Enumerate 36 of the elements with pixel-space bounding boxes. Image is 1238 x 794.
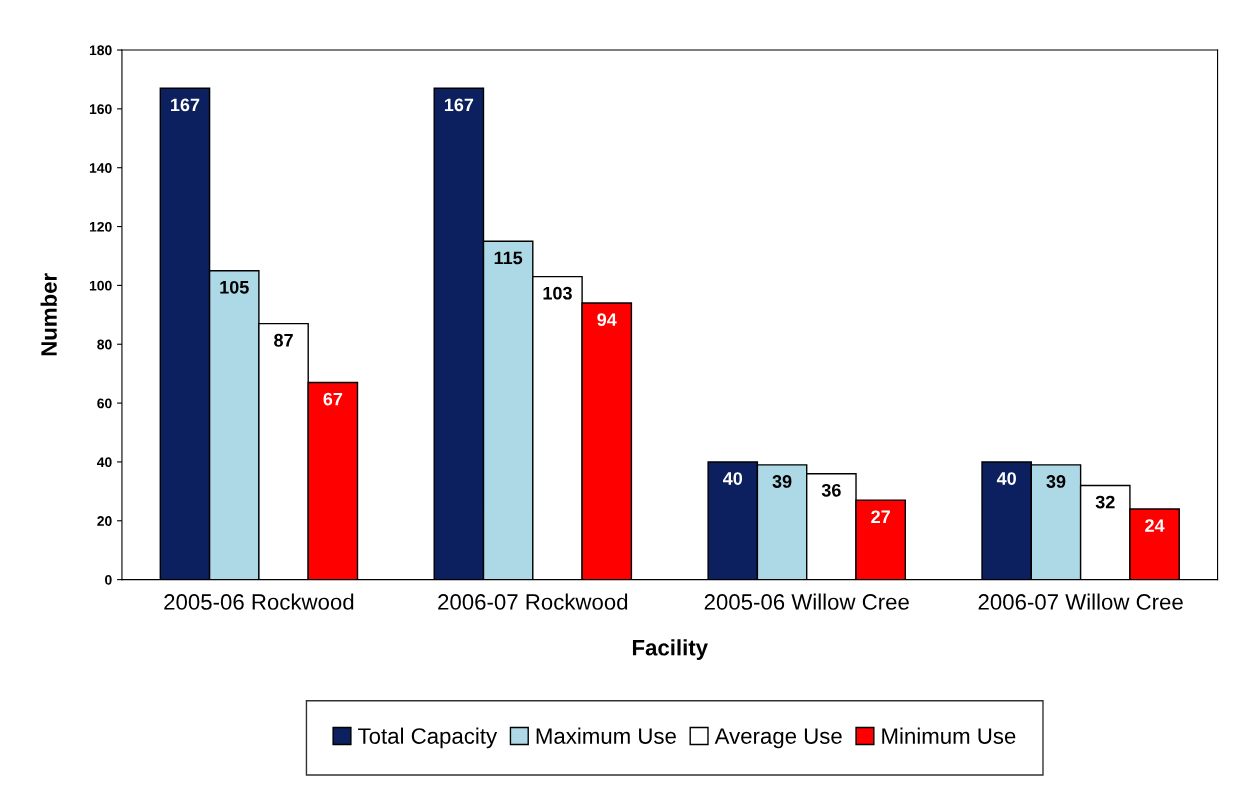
data-label: 167 [171,98,200,112]
y-tick-label: 140 [89,163,112,173]
y-tick-label: 80 [97,339,112,350]
data-label: 40 [996,472,1016,485]
x-tick-label: 2005-06 Willow Cree [704,593,909,610]
y-tick-label: 100 [89,280,112,291]
data-label: 115 [494,251,523,265]
y-tick-label: 0 [105,574,112,585]
data-label: 167 [444,98,474,112]
y-tick-label: 40 [96,457,112,468]
legend-label: Maximum Use [536,727,676,744]
legend-label: Total Capacity [358,727,498,749]
y-tick-label: 120 [89,221,112,232]
data-label: 40 [722,472,743,485]
x-tick-label: 2005-06 Rockwood [164,593,354,610]
legend-label: Average Use [714,728,842,749]
data-label: 67 [323,392,343,406]
y-tick-label: 180 [89,45,112,56]
x-tick-label: 2006-07 Rockwood [438,593,628,610]
y-tick-label: 20 [97,516,112,526]
data-label: 39 [1046,475,1066,488]
data-label: 105 [220,280,249,294]
data-label: 24 [1145,519,1165,532]
data-label: 103 [543,286,572,300]
data-label: 94 [597,313,617,327]
y-tick-label: 160 [89,104,112,115]
data-label: 87 [274,333,293,347]
y-tick-label: 60 [97,398,112,409]
data-label: 36 [821,483,841,497]
x-tick-label: 2006-07 Willow Cree [978,593,1183,610]
data-label: 32 [1095,495,1115,509]
legend-label: Minimum Use [882,727,1016,744]
y-axis-title: Number [40,273,57,356]
data-label: 27 [871,510,890,523]
x-axis-title: Facility [632,639,708,660]
data-label: 39 [772,475,792,488]
